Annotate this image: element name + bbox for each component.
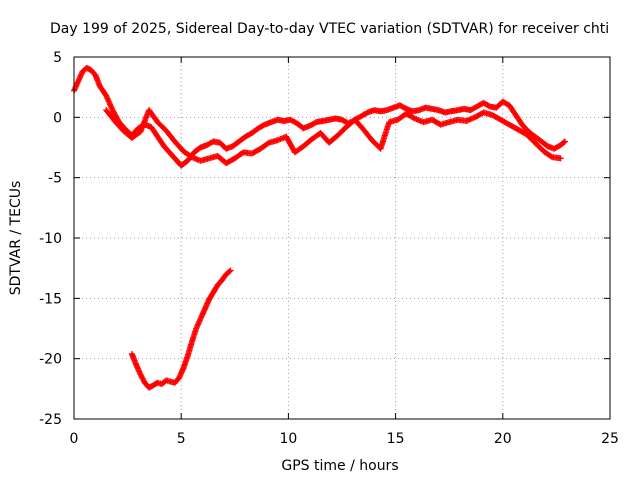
chart-title: Day 199 of 2025, Sidereal Day-to-day VTE… [50,21,609,37]
data-point [227,267,234,274]
data-point-dense [560,139,567,146]
y-tick-label: -5 [48,171,62,187]
x-tick-label: 0 [70,431,79,447]
x-tick-label: 20 [494,431,512,447]
data-point-dense [547,153,554,160]
y-tick-label: -20 [39,352,62,368]
x-axis-label: GPS time / hours [281,458,398,474]
data-point [561,138,568,145]
x-tick-label: 5 [177,431,186,447]
y-tick-label: -25 [39,412,62,428]
y-tick-label: -15 [39,291,62,307]
x-tick-label: 10 [279,431,297,447]
y-tick-label: 5 [53,50,62,66]
grid [74,57,610,419]
data-point-dense [410,114,417,121]
y-tick-label: -10 [39,231,62,247]
data-point-dense [264,140,271,147]
data-point-dense [226,268,233,275]
x-tick-label: 25 [601,431,619,447]
y-tick-label: 0 [53,110,62,126]
data-points [71,64,568,391]
x-tick-label: 15 [387,431,405,447]
axis-ticks: 0 5 10 15 20 25 5 0 -5 -10 -15 -20 -25 [39,50,619,447]
y-axis-label: SDTVAR / TECUs [8,181,24,296]
data-point [557,155,564,162]
